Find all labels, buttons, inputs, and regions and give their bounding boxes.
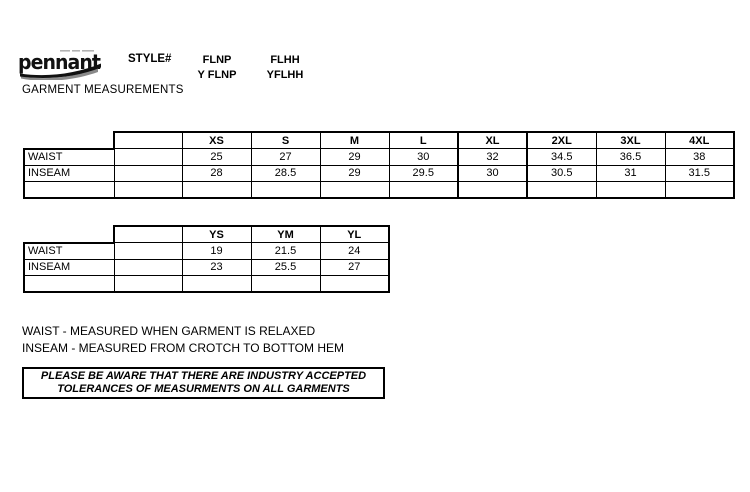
empty-cell (457, 180, 528, 199)
size-header-s: S (250, 131, 321, 149)
empty-row (23, 274, 390, 293)
size-header-ym: YM (250, 225, 321, 243)
pennant-logo-graphic: pennant (18, 50, 102, 81)
logo-tagline-marks (60, 50, 94, 52)
empty-cell (388, 180, 459, 199)
table-row-waist: WAIST 25 27 29 30 32 34.5 36.5 38 (23, 147, 735, 166)
size-header-xs: XS (181, 131, 252, 149)
inseam-value: 31.5 (664, 164, 735, 182)
waist-value: 32 (457, 148, 528, 166)
empty-cell (250, 274, 321, 293)
style-number-label: STYLE# (128, 53, 172, 65)
header-row: YS YM YL (24, 225, 390, 243)
empty-cell (23, 180, 115, 199)
style-code: FLNP (202, 54, 232, 66)
inseam-value: 29.5 (388, 164, 459, 182)
style-group-2: FLHH YFLHH (262, 53, 308, 83)
waist-value: 38 (664, 148, 735, 166)
row-label-waist: WAIST (23, 147, 115, 166)
empty-cell (113, 131, 183, 149)
size-header-l: L (388, 131, 459, 149)
style-code: YFLHH (266, 69, 304, 81)
empty-cell (113, 164, 183, 182)
table-row-inseam: INSEAM 23 25.5 27 (23, 258, 390, 276)
waist-value: 24 (319, 242, 390, 260)
ghost-cell (24, 132, 114, 149)
waist-value: 36.5 (595, 148, 666, 166)
empty-cell (113, 180, 183, 199)
empty-cell (113, 242, 183, 260)
empty-cell (23, 274, 115, 293)
empty-cell (181, 180, 252, 199)
waist-value: 19 (181, 242, 252, 260)
empty-cell (319, 180, 390, 199)
pennant-logo: pennant (18, 49, 104, 81)
adult-size-table: XS S M L XL 2XL 3XL 4XL WAIST 25 27 29 3… (23, 131, 735, 199)
style-code: FLHH (270, 54, 300, 66)
youth-size-table: YS YM YL WAIST 19 21.5 24 INSEAM 23 25.5… (23, 225, 390, 293)
empty-cell (595, 180, 666, 199)
inseam-value: 25.5 (250, 258, 321, 276)
inseam-value: 31 (595, 164, 666, 182)
note-inseam: INSEAM - MEASURED FROM CROTCH TO BOTTOM … (22, 341, 345, 355)
size-header-3xl: 3XL (595, 131, 666, 149)
empty-cell (113, 274, 183, 293)
header-row: XS S M L XL 2XL 3XL 4XL (24, 131, 735, 149)
size-header-ys: YS (181, 225, 252, 243)
empty-cell (113, 225, 183, 243)
page-title: GARMENT MEASUREMENTS (22, 84, 184, 96)
table-row-inseam: INSEAM 28 28.5 29 29.5 30 30.5 31 31.5 (23, 164, 735, 182)
ghost-cell (24, 226, 114, 243)
waist-value: 29 (319, 148, 390, 166)
tolerance-line-2: TOLERANCES OF MEASURMENTS ON ALL GARMENT… (57, 383, 350, 395)
size-header-4xl: 4XL (664, 131, 735, 149)
size-header-xl: XL (457, 131, 528, 149)
inseam-value: 28 (181, 164, 252, 182)
row-label-inseam: INSEAM (23, 164, 115, 182)
inseam-value: 27 (319, 258, 390, 276)
waist-value: 21.5 (250, 242, 321, 260)
row-label-waist: WAIST (23, 241, 115, 260)
style-code: Y FLNP (197, 69, 237, 81)
logo-swoosh-black (20, 63, 101, 78)
empty-cell (526, 180, 597, 199)
empty-row (23, 180, 735, 199)
inseam-value: 23 (181, 258, 252, 276)
tolerance-notice-box: PLEASE BE AWARE THAT THERE ARE INDUSTRY … (22, 367, 385, 399)
empty-cell (250, 180, 321, 199)
inseam-value: 28.5 (250, 164, 321, 182)
empty-cell (113, 258, 183, 276)
waist-value: 25 (181, 148, 252, 166)
logo-swoosh (21, 68, 98, 81)
style-group-1: FLNP Y FLNP (194, 53, 240, 83)
inseam-value: 30.5 (526, 164, 597, 182)
table-row-waist: WAIST 19 21.5 24 (23, 241, 390, 260)
size-header-2xl: 2XL (526, 131, 597, 149)
empty-cell (319, 274, 390, 293)
waist-value: 30 (388, 148, 459, 166)
size-header-m: M (319, 131, 390, 149)
size-header-yl: YL (319, 225, 390, 243)
tolerance-line-1: PLEASE BE AWARE THAT THERE ARE INDUSTRY … (40, 369, 367, 382)
note-waist: WAIST - MEASURED WHEN GARMENT IS RELAXED (22, 324, 316, 338)
empty-cell (181, 274, 252, 293)
waist-value: 27 (250, 148, 321, 166)
empty-cell (664, 180, 735, 199)
measurement-notes: WAIST - MEASURED WHEN GARMENT IS RELAXED… (22, 323, 344, 357)
inseam-value: 30 (457, 164, 528, 182)
waist-value: 34.5 (526, 148, 597, 166)
row-label-inseam: INSEAM (23, 258, 115, 276)
empty-cell (113, 148, 183, 166)
inseam-value: 29 (319, 164, 390, 182)
